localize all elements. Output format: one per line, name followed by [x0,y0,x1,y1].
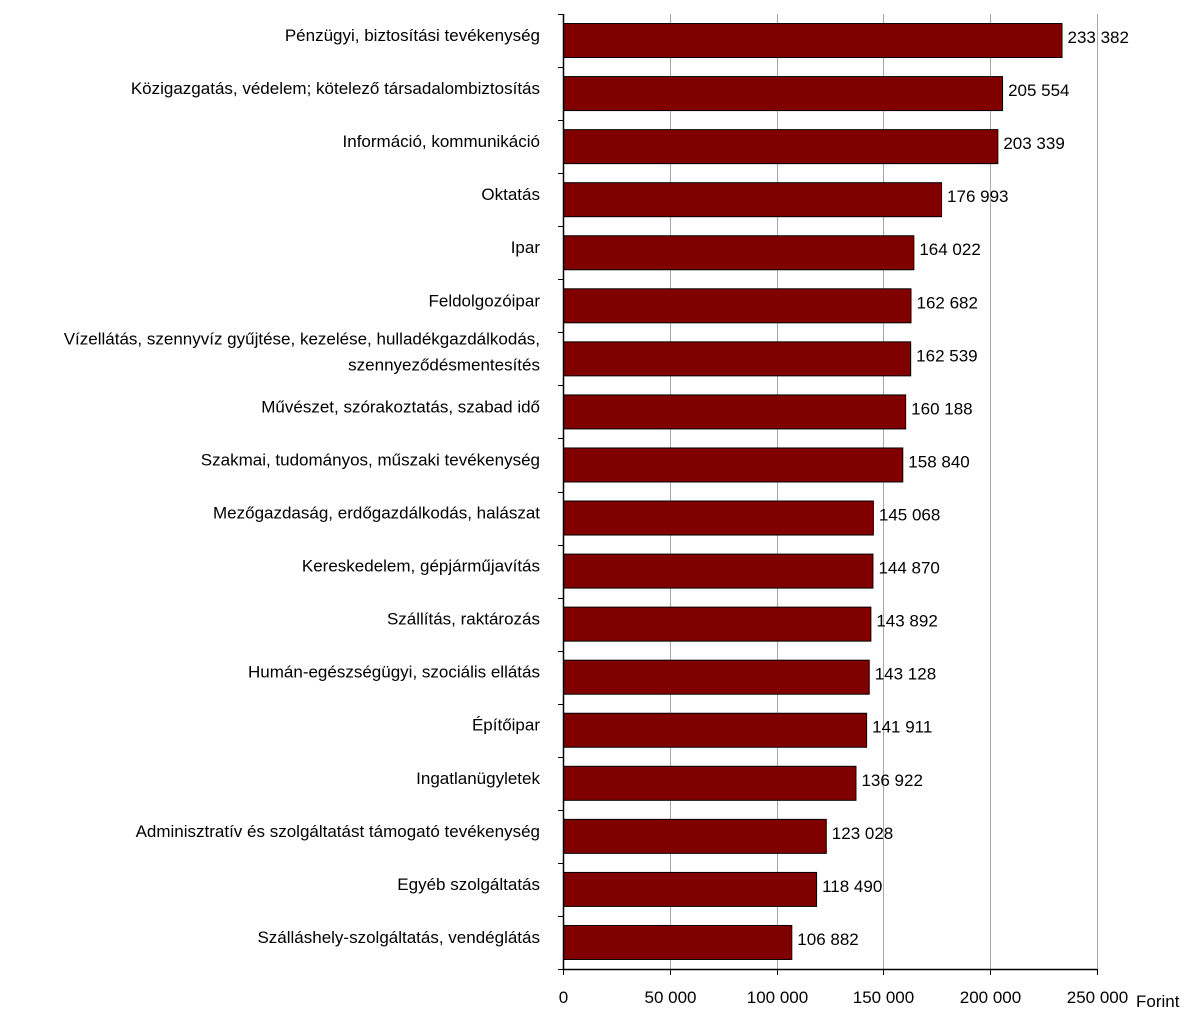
data-label: 144 870 [878,559,939,578]
x-tick-label: 50 000 [645,988,697,1007]
data-label: 106 882 [797,930,858,949]
x-unit-label: Forint [1136,992,1180,1011]
bar [563,288,912,324]
bar [563,235,915,271]
data-label: 123 028 [832,824,893,843]
data-label: 162 682 [916,293,977,312]
category-label: Ipar [511,238,541,257]
category-label: Szállítás, raktározás [387,610,540,629]
category-label: Művészet, szórakoztatás, szabad idő [261,397,540,416]
bar [563,447,904,483]
category-label: Vízellátás, szennyvíz gyűjtése, kezelése… [64,329,540,348]
category-label: Szakmai, tudományos, műszaki tevékenység [201,450,540,469]
data-label: 143 892 [876,612,937,631]
category-label: Humán-egészségügyi, szociális ellátás [248,663,540,682]
x-tick-label: 200 000 [960,988,1021,1007]
data-label: 160 188 [911,399,972,418]
bar [563,23,1063,59]
bar [563,924,793,960]
bar [563,606,872,642]
data-label: 164 022 [919,240,980,259]
category-label: Kereskedelem, gépjárműjavítás [302,557,540,576]
data-label: 203 339 [1003,134,1064,153]
x-tick-label: 150 000 [853,988,914,1007]
x-tick-label: 0 [559,988,568,1007]
category-label: Információ, kommunikáció [343,132,540,151]
category-label: Pénzügyi, biztosítási tevékenység [285,26,540,45]
data-label: 141 911 [872,718,932,737]
data-label: 136 922 [861,771,922,790]
data-label: 158 840 [908,452,969,471]
data-label: 205 554 [1008,81,1069,100]
bar [563,76,1004,112]
category-label: Oktatás [481,185,540,204]
category-label: Ingatlanügyletek [416,769,540,788]
data-label: 143 128 [875,665,936,684]
category-label: Közigazgatás, védelem; kötelező társadal… [131,79,540,98]
bar [563,712,868,748]
category-label: Szálláshely-szolgáltatás, vendéglátás [257,928,540,947]
category-label: szennyeződésmentesítés [348,355,540,374]
x-tick-label: 100 000 [747,988,808,1007]
bar [563,818,827,854]
data-label: 118 490 [822,877,882,896]
bar [563,394,907,430]
plot-area [563,14,1097,969]
labels: 233 382 Pénzügyi, biztosítási tevékenység… [64,26,1180,1011]
bar [563,871,818,907]
x-tick-label: 250 000 [1067,988,1128,1007]
bar [563,659,870,695]
data-label: 233 382 [1068,28,1129,47]
data-label: 176 993 [947,187,1008,206]
category-label: Mezőgazdaság, erdőgazdálkodás, halászat [213,504,540,523]
bar [563,129,999,165]
bar [563,182,943,218]
bars [563,23,1063,960]
category-label: Feldolgozóipar [428,291,540,310]
bar [563,500,874,536]
data-label: 162 539 [916,346,977,365]
category-label: Egyéb szolgáltatás [397,875,540,894]
category-label: Építőipar [472,716,540,735]
gridlines [670,14,1098,969]
axes [558,14,1098,975]
data-label: 145 068 [879,506,940,525]
bar [563,765,857,801]
bar [563,553,874,589]
category-label: Adminisztratív és szolgáltatást támogató… [136,822,540,841]
bar [563,341,912,377]
